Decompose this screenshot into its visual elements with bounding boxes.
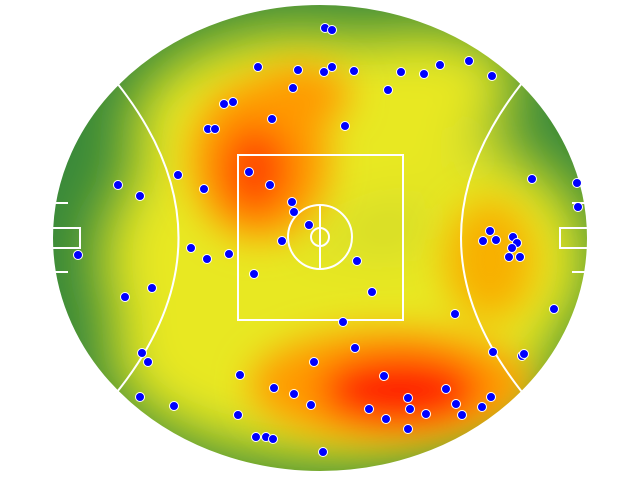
point [287, 197, 297, 207]
point [304, 220, 314, 230]
point [486, 392, 496, 402]
point [120, 292, 130, 302]
point [277, 236, 287, 246]
point [419, 69, 429, 79]
point [253, 62, 263, 72]
point [457, 410, 467, 420]
point [327, 62, 337, 72]
point [186, 243, 196, 253]
point [572, 178, 582, 188]
point [421, 409, 431, 419]
point [169, 401, 179, 411]
point [224, 249, 234, 259]
point [485, 226, 495, 236]
point [137, 348, 147, 358]
point [477, 402, 487, 412]
point [289, 389, 299, 399]
point [527, 174, 537, 184]
point [219, 99, 229, 109]
point [338, 317, 348, 327]
point [268, 434, 278, 444]
point [202, 254, 212, 264]
point [383, 85, 393, 95]
point [233, 410, 243, 420]
point [288, 83, 298, 93]
point [435, 60, 445, 70]
point [451, 399, 461, 409]
point [289, 207, 299, 217]
point [265, 180, 275, 190]
point [491, 235, 501, 245]
point [381, 414, 391, 424]
point [173, 170, 183, 180]
point [319, 67, 329, 77]
point [464, 56, 474, 66]
point [235, 370, 245, 380]
point [244, 167, 254, 177]
point [364, 404, 374, 414]
point [349, 66, 359, 76]
point [478, 236, 488, 246]
point [403, 393, 413, 403]
point [228, 97, 238, 107]
point [293, 65, 303, 75]
point [210, 124, 220, 134]
point [147, 283, 157, 293]
point [309, 357, 319, 367]
point [367, 287, 377, 297]
point [487, 71, 497, 81]
point [405, 404, 415, 414]
point [340, 121, 350, 131]
point [396, 67, 406, 77]
point [135, 191, 145, 201]
point [269, 383, 279, 393]
point [352, 256, 362, 266]
point [379, 371, 389, 381]
point [441, 384, 451, 394]
point [515, 252, 525, 262]
point [306, 400, 316, 410]
point [249, 269, 259, 279]
point [199, 184, 209, 194]
point [488, 347, 498, 357]
point [504, 252, 514, 262]
point [450, 309, 460, 319]
point [403, 424, 413, 434]
point [113, 180, 123, 190]
point [135, 392, 145, 402]
point [519, 349, 529, 359]
point [549, 304, 559, 314]
point [143, 357, 153, 367]
point [327, 25, 337, 35]
point [267, 114, 277, 124]
point [73, 250, 83, 260]
point [318, 447, 328, 457]
point [573, 202, 583, 212]
point [350, 343, 360, 353]
point [251, 432, 261, 442]
point [507, 243, 517, 253]
